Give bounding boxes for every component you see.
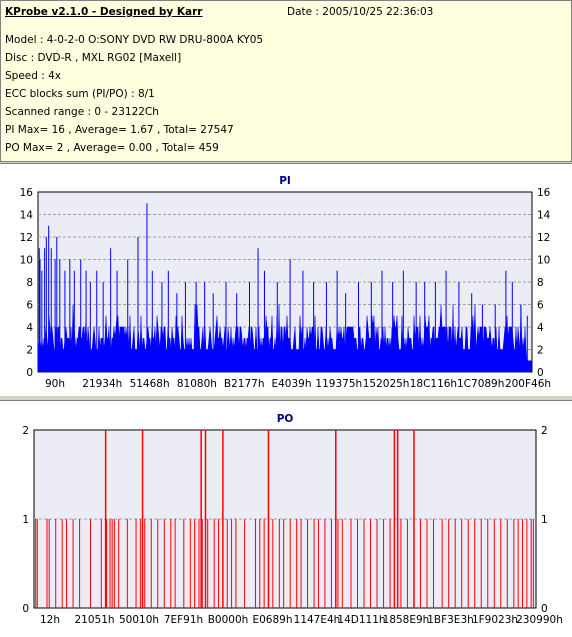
y-tick-label-right: 2 [541,425,548,437]
x-tick-label: 1147E4h [294,614,341,626]
info-speed: Speed : 4x [5,70,62,82]
y-tick-label-right: 2 [537,345,544,357]
y-tick-label-right: 0 [541,603,548,615]
po-chart-panel: PO 0 0 1 1 2 2 12h 21051h 50010h 7EF91h B0000h E0689… [0,400,572,637]
po-chart: PO 0 0 1 1 2 2 12h 21051h 50010h 7EF91h B0000h E0689… [22,413,563,626]
chart-title: PO [277,413,294,425]
x-tick-label: 90h [45,378,65,390]
y-tick-label-right: 8 [537,277,544,289]
info-panel: KProbe v2.1.0 - Designed by Karr Date : … [0,0,572,162]
x-tick-label: 119375h [315,378,362,390]
x-tick-label: 7EF91h [164,614,203,626]
x-tick-label: 18C116h [410,378,457,390]
x-tick-label: 21934h [82,378,122,390]
x-tick-label: 81080h [177,378,217,390]
y-tick-label-left: 2 [22,425,29,437]
info-range: Scanned range : 0 - 23122Ch [5,106,159,118]
x-tick-label: B0000h [208,614,249,626]
y-tick-label-left: 10 [20,255,33,267]
y-tick-label-left: 0 [22,603,29,615]
y-tick-label-left: 0 [26,367,33,379]
scan-date: Date : 2005/10/25 22:36:03 [287,6,434,18]
x-tick-label: 50010h [119,614,159,626]
info-po-stats: PO Max= 2 , Average= 0.00 , Total= 459 [5,142,219,154]
pi-chart-panel: PI 0 0 2 2 4 4 6 6 8 8 10 10 12 12 14 14 16 16 90h 21934h 514… [0,163,572,396]
y-tick-label-left: 2 [26,345,33,357]
chart-title: PI [279,175,291,187]
y-tick-label-left: 16 [20,187,34,199]
info-model: Model : 4-0-2-0 O:SONY DVD RW DRU-800A K… [5,34,264,46]
y-tick-label-left: 1 [22,514,29,526]
x-tick-label: 1858E9h [383,614,430,626]
y-tick-label-right: 6 [537,300,544,312]
x-tick-label: 51468h [130,378,170,390]
y-tick-label-right: 0 [537,367,544,379]
x-tick-label: 14D111h [337,614,385,626]
x-tick-label: E0689h [252,614,292,626]
x-tick-label: B2177h [224,378,265,390]
x-tick-label: 1F9023h [472,614,518,626]
x-tick-label: 152025h [363,378,410,390]
app-title: KProbe v2.1.0 - Designed by Karr [5,6,203,18]
y-tick-label-right: 14 [537,210,551,222]
y-tick-label-right: 4 [537,322,544,334]
x-tick-label: 200F46h [505,378,551,390]
info-ecc: ECC blocks sum (PI/PO) : 8/1 [5,88,155,100]
x-tick-label: 230990h [516,614,563,626]
y-tick-label-left: 12 [20,232,33,244]
x-tick-label: 1C7089h [457,378,504,390]
pi-chart: PI 0 0 2 2 4 4 6 6 8 8 10 10 12 12 14 14 16 16 90h 21934h 514… [20,175,551,390]
y-tick-label-left: 14 [20,210,34,222]
x-tick-label: 1BF3E3h [427,614,474,626]
y-tick-label-left: 4 [26,322,33,334]
info-disc: Disc : DVD-R , MXL RG02 [Maxell] [5,52,182,64]
x-tick-label: 21051h [74,614,114,626]
y-tick-label-right: 10 [537,255,550,267]
y-tick-label-left: 6 [26,300,33,312]
y-tick-label-left: 8 [26,277,33,289]
x-tick-label: 12h [40,614,60,626]
y-tick-label-right: 16 [537,187,551,199]
y-tick-label-right: 1 [541,514,548,526]
y-tick-label-right: 12 [537,232,550,244]
x-tick-label: E4039h [271,378,311,390]
info-pi-stats: PI Max= 16 , Average= 1.67 , Total= 2754… [5,124,234,136]
